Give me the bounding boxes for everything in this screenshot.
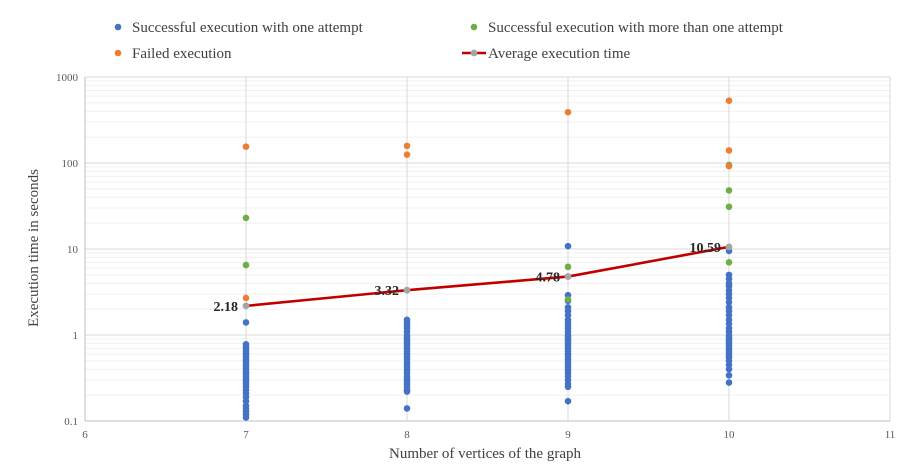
y-tick-label: 1 <box>73 330 79 342</box>
y-tick-label: 1000 <box>56 72 79 84</box>
legend-item-average: Average execution time <box>462 46 630 62</box>
one-attempt-point <box>725 365 733 373</box>
legend-label: Successful execution with one attempt <box>132 20 364 36</box>
failed-point <box>725 97 733 105</box>
one-attempt-point <box>564 383 572 391</box>
failed-point <box>403 151 411 158</box>
average-marker <box>725 243 733 251</box>
more-attempts-point <box>725 203 733 211</box>
average-marker <box>403 286 411 294</box>
more-attempts-point <box>725 259 733 266</box>
failed-point <box>725 147 733 154</box>
one-attempt-point <box>403 388 411 395</box>
legend-item-more-attempts: Successful execution with more than one … <box>470 20 784 36</box>
failed-point <box>242 143 250 150</box>
more-attempts-point <box>242 214 250 222</box>
x-tick-label: 10 <box>724 429 736 441</box>
one-attempt-point <box>564 242 572 250</box>
x-axis-title: Number of vertices of the graph <box>389 446 582 462</box>
more-attempts-point <box>242 261 250 269</box>
failed-point <box>403 142 411 150</box>
x-tick-label: 7 <box>243 429 249 441</box>
legend-marker-swatch <box>114 23 122 31</box>
legend-item-failed: Failed execution <box>114 46 232 62</box>
average-data-label: 2.18 <box>214 300 239 315</box>
legend-marker-swatch <box>470 23 478 31</box>
one-attempt-point <box>725 311 733 319</box>
x-tick-label: 9 <box>565 429 571 441</box>
one-attempt-point <box>564 311 572 319</box>
axes: 0.1 1 10 100 1000 6 7 8 9 10 11 <box>56 72 895 441</box>
average-line-layer <box>245 245 730 308</box>
failed-point <box>242 294 250 302</box>
failed-point <box>725 162 733 170</box>
x-tick-label: 8 <box>404 429 410 441</box>
data-labels: 2.18 3.32 4.78 10.59 <box>214 241 722 315</box>
y-tick-label: 100 <box>62 158 79 170</box>
average-line <box>245 245 730 308</box>
legend-item-one-attempt: Successful execution with one attempt <box>114 20 364 36</box>
one-attempt-point <box>242 414 250 421</box>
legend-label: Successful execution with more than one … <box>488 20 784 36</box>
average-marker <box>242 302 250 310</box>
data-points <box>242 97 733 421</box>
average-marker <box>564 273 572 280</box>
y-tick-label: 0.1 <box>64 416 78 428</box>
one-attempt-point <box>564 397 572 405</box>
average-data-label: 10.59 <box>690 241 722 256</box>
one-attempt-point <box>242 397 250 405</box>
legend-marker-swatch <box>114 49 122 57</box>
one-attempt-point <box>403 405 411 412</box>
y-axis-title: Execution time in seconds <box>26 169 42 327</box>
more-attempts-point <box>725 187 733 194</box>
x-tick-label: 6 <box>82 429 88 441</box>
legend-label: Failed execution <box>132 46 232 62</box>
legend: Successful execution with one attempt Suc… <box>114 20 784 62</box>
one-attempt-point <box>242 319 250 326</box>
average-data-label: 4.78 <box>536 271 561 286</box>
more-attempts-point <box>564 263 572 271</box>
more-attempts-point <box>564 296 572 303</box>
one-attempt-point <box>725 299 733 306</box>
legend-label: Average execution time <box>488 46 630 62</box>
one-attempt-point <box>725 371 733 379</box>
one-attempt-point <box>725 379 733 386</box>
y-tick-label: 10 <box>67 244 79 256</box>
failed-point <box>564 108 572 116</box>
legend-marker-swatch <box>470 49 478 57</box>
average-data-label: 3.32 <box>375 284 400 299</box>
x-tick-label: 11 <box>885 429 896 441</box>
